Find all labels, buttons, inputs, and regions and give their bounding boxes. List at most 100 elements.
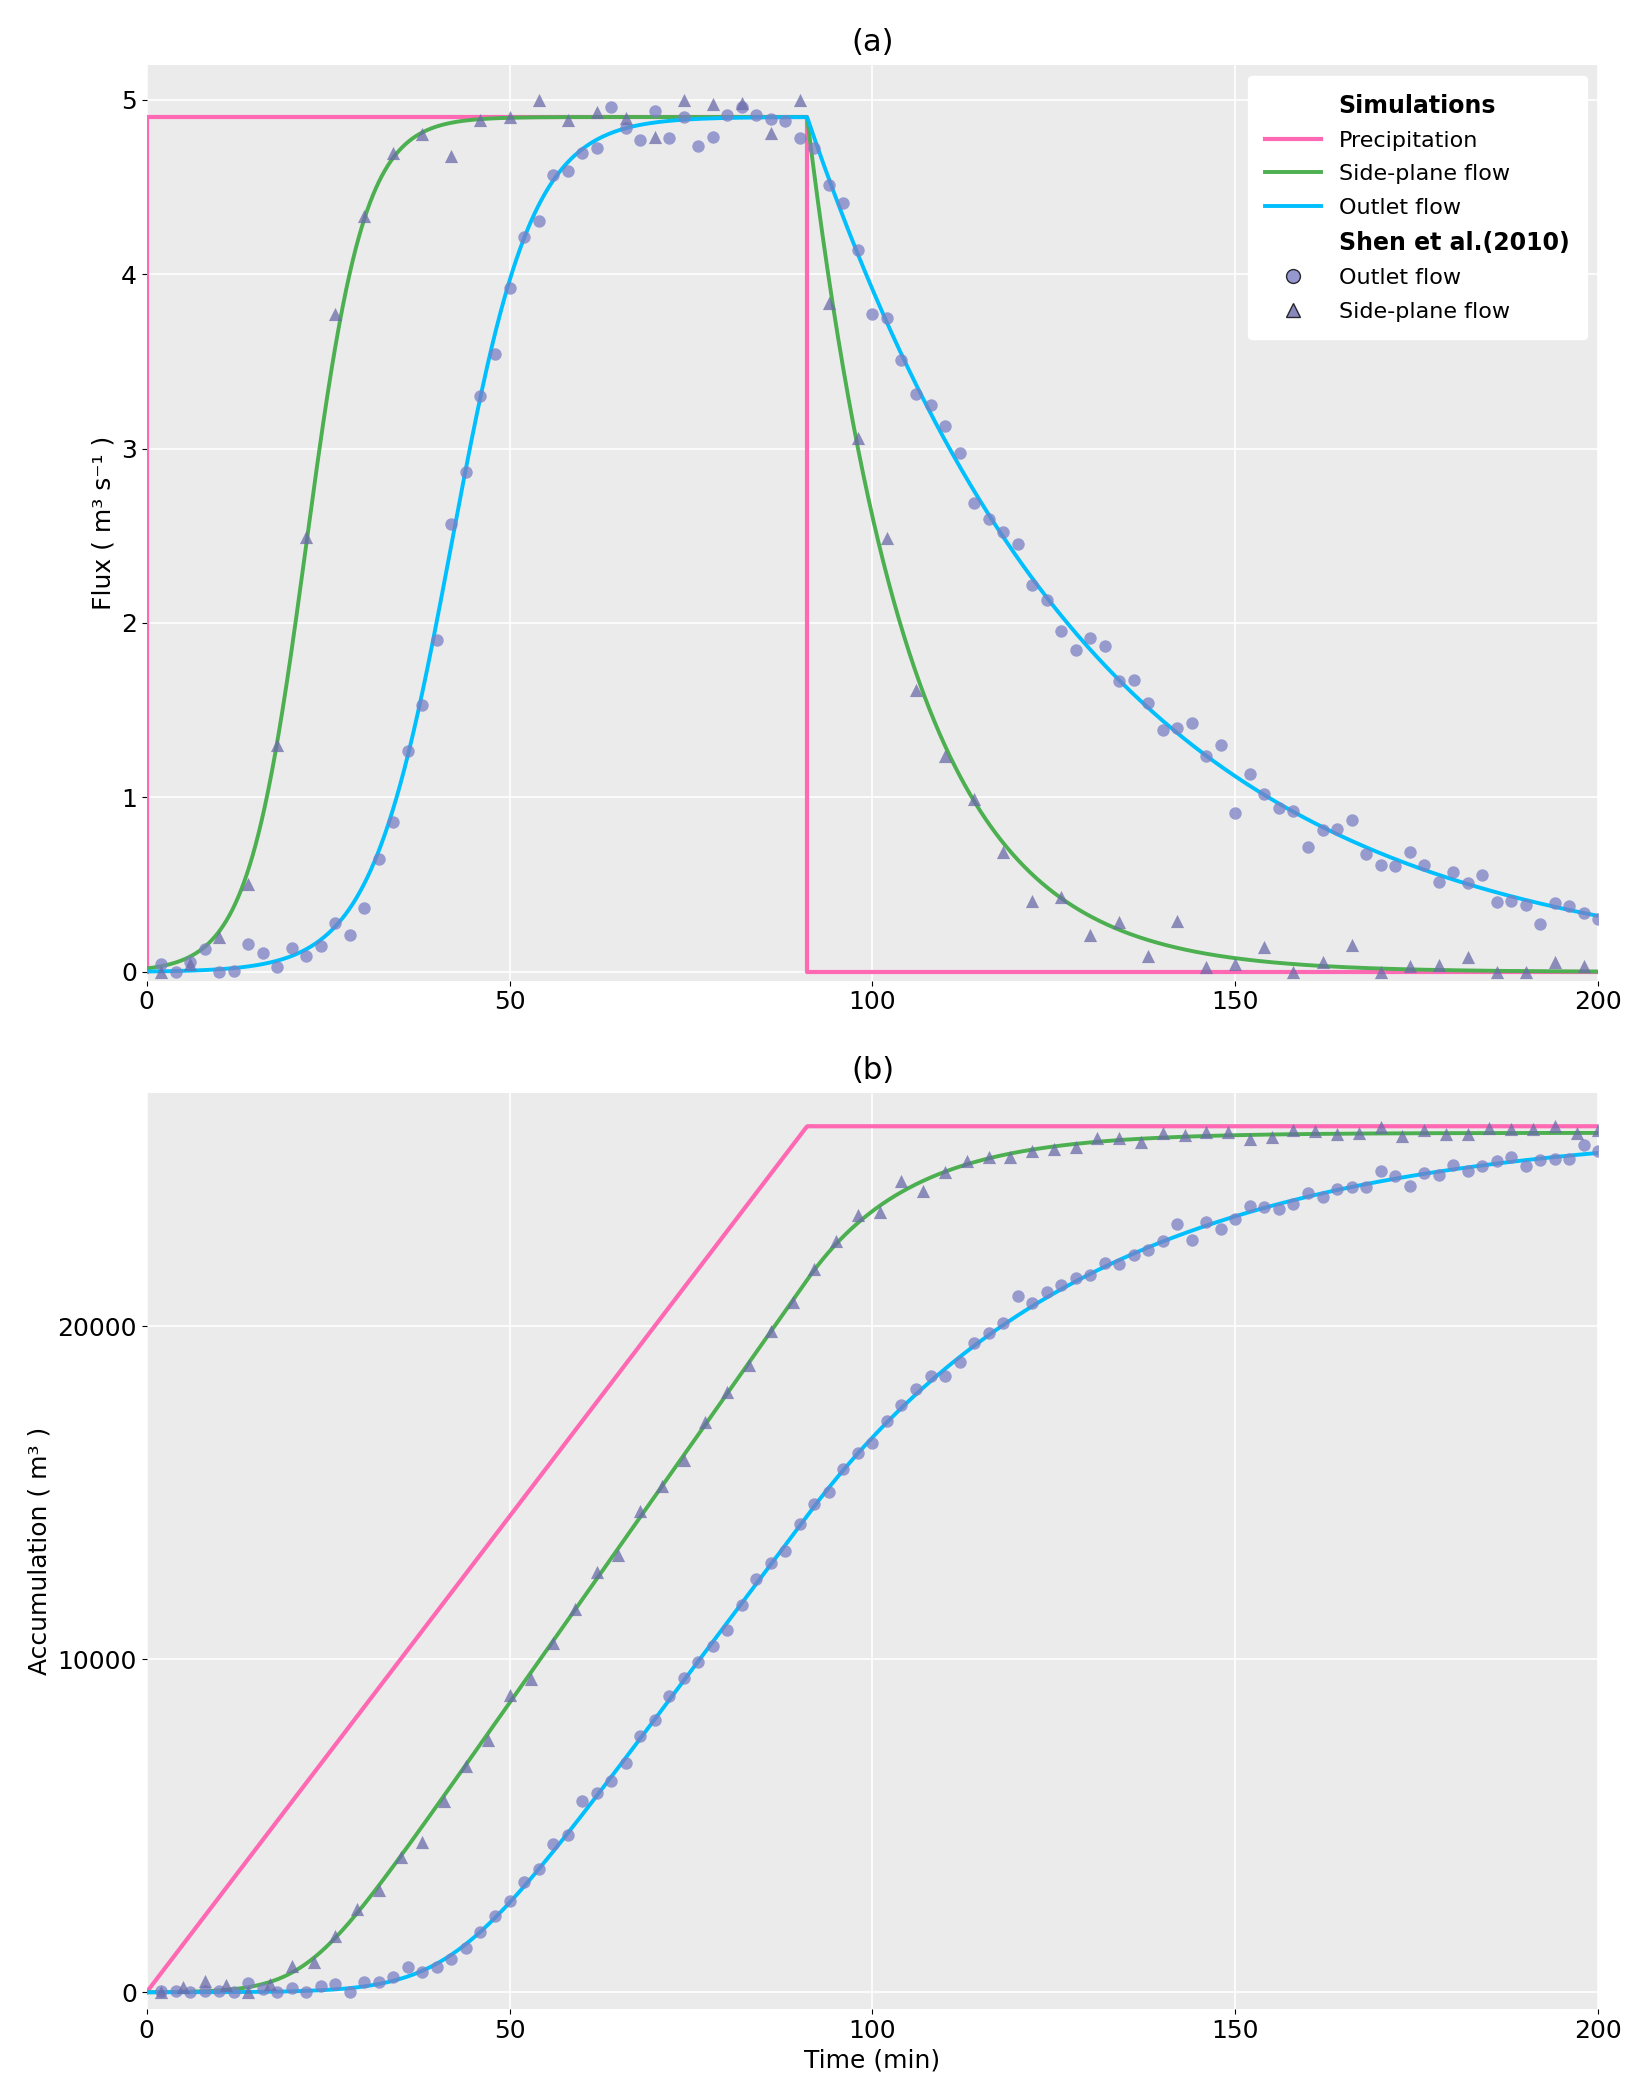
Point (1455, 1117, 1482, 1151)
Point (1498, 884, 1525, 918)
Point (148, 1974, 175, 2008)
Point (307, 1970, 333, 2003)
Point (554, 103, 581, 136)
Point (960, 485, 987, 519)
Point (1165, 1208, 1191, 1241)
Point (525, 204, 551, 237)
Point (1310, 813, 1337, 846)
Point (424, 624, 450, 657)
Point (1411, 1113, 1437, 1147)
Point (1208, 1212, 1234, 1245)
Point (234, 928, 261, 962)
Point (911, 1174, 937, 1208)
Point (569, 1785, 596, 1819)
Point (322, 1968, 348, 2001)
Point (997, 1140, 1023, 1174)
Point (888, 1388, 914, 1422)
Point (366, 842, 393, 876)
Point (525, 1852, 551, 1886)
Point (714, 1613, 741, 1646)
Point (1033, 584, 1059, 617)
Point (1368, 956, 1394, 989)
Point (772, 105, 799, 139)
Point (1541, 1142, 1568, 1176)
Point (1432, 1117, 1459, 1151)
Point (294, 1976, 320, 2010)
Point (525, 82, 551, 116)
Point (343, 1892, 370, 1926)
Point (1135, 1233, 1162, 1266)
Point (874, 300, 901, 334)
Point (366, 1966, 393, 1999)
Point (975, 502, 1002, 536)
Point (1129, 1126, 1155, 1159)
Point (1077, 1258, 1104, 1292)
Point (1541, 1109, 1568, 1142)
Point (177, 947, 203, 981)
Point (874, 1403, 901, 1436)
Point (162, 1974, 188, 2008)
Point (772, 1535, 799, 1569)
Point (279, 1972, 305, 2006)
Point (866, 1195, 893, 1228)
Point (932, 739, 959, 773)
Point (1251, 1191, 1277, 1224)
Point (322, 298, 348, 332)
Point (700, 120, 726, 153)
Point (1020, 1287, 1046, 1321)
Point (1005, 527, 1031, 561)
Point (439, 508, 465, 542)
Point (1041, 1132, 1068, 1166)
Y-axis label: Flux ( m³ s⁻¹ ): Flux ( m³ s⁻¹ ) (91, 435, 116, 609)
Point (1426, 949, 1452, 983)
Point (1483, 886, 1510, 920)
Point (932, 410, 959, 443)
Point (1223, 947, 1249, 981)
Point (431, 1783, 457, 1816)
Point (627, 122, 653, 155)
Point (1571, 897, 1597, 930)
Point (1193, 1205, 1219, 1239)
Point (1178, 706, 1204, 739)
Point (294, 939, 320, 972)
Point (1106, 905, 1132, 939)
Point (757, 1546, 784, 1579)
Point (975, 1317, 1002, 1350)
Point (394, 735, 421, 769)
Point (612, 1747, 639, 1781)
Point (693, 1405, 719, 1439)
Point (757, 103, 784, 136)
Point (554, 153, 581, 187)
Point (467, 103, 493, 136)
Point (1259, 1121, 1285, 1155)
Point (1498, 1113, 1525, 1147)
Point (512, 220, 538, 254)
Point (234, 1966, 261, 1999)
Point (1280, 794, 1307, 827)
Point (1323, 813, 1350, 846)
Point (1411, 1157, 1437, 1191)
Point (264, 951, 290, 985)
Point (742, 1562, 769, 1596)
Point (322, 907, 348, 941)
Point (1048, 1268, 1074, 1302)
Point (424, 1951, 450, 1984)
Point (729, 86, 756, 120)
Point (612, 111, 639, 145)
Point (1106, 664, 1132, 697)
Point (409, 118, 436, 151)
Point (307, 930, 333, 964)
Point (1251, 930, 1277, 964)
Point (351, 200, 378, 233)
Point (1396, 949, 1422, 983)
Point (264, 729, 290, 762)
Point (1165, 903, 1191, 937)
Point (823, 1224, 850, 1258)
Point (787, 122, 813, 155)
Point (497, 271, 523, 304)
Point (815, 168, 842, 202)
Point (700, 86, 726, 120)
Point (648, 1470, 675, 1504)
Point (787, 1508, 813, 1541)
Point (584, 1777, 610, 1810)
